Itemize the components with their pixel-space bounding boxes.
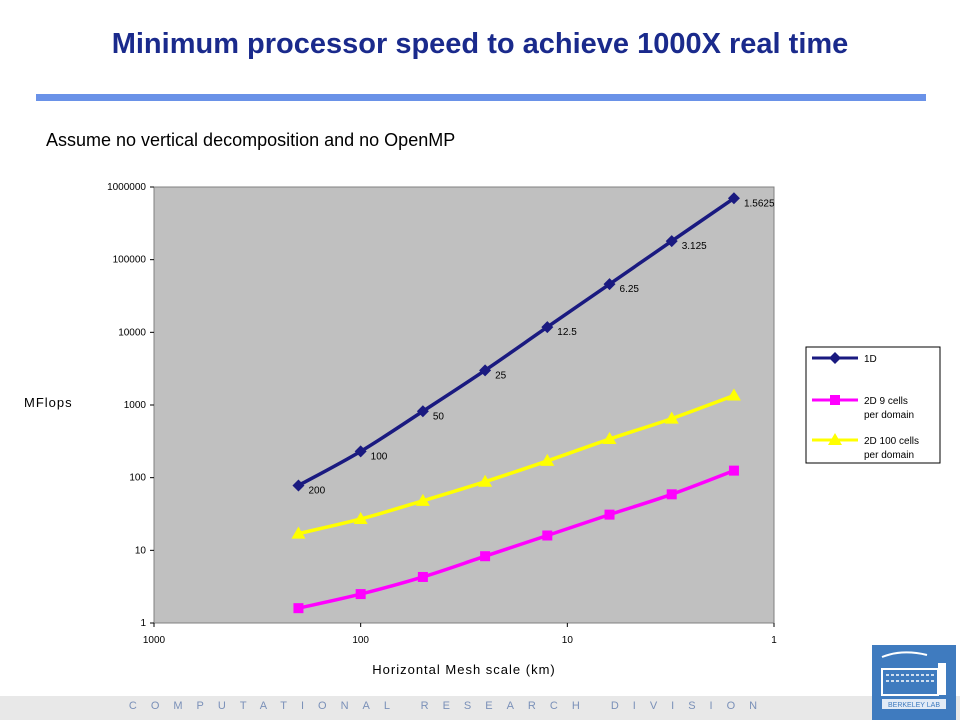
legend-box <box>805 346 941 464</box>
x-tick-label: 100 <box>352 635 369 646</box>
logo-mark: BERKELEY LAB <box>881 651 946 709</box>
data-point <box>293 603 304 614</box>
x-tick-label: 1 <box>771 635 777 646</box>
y-tick-label: 10000 <box>118 327 146 338</box>
series-3 <box>291 388 741 539</box>
footer-band <box>0 696 960 720</box>
data-point <box>478 474 493 487</box>
data-label: 1.5625 <box>744 198 775 209</box>
x-tick-label: 1000 <box>143 635 166 646</box>
series-line <box>297 196 735 488</box>
data-point <box>541 321 554 334</box>
data-point <box>415 493 430 506</box>
legend: 1D 2D 9 cells per domain 2D 100 cells per do… <box>805 346 941 464</box>
data-point <box>666 489 677 500</box>
x-axis-label: Horizontal Mesh scale (km) <box>372 662 556 677</box>
y-tick-label: 100000 <box>113 255 147 266</box>
data-label: 200 <box>308 486 325 497</box>
plot-area <box>153 186 775 624</box>
data-point <box>664 411 679 424</box>
series-2 <box>293 465 739 614</box>
data-point <box>542 530 553 541</box>
x-tick-label: 10 <box>562 635 574 646</box>
y-tick-label: 10 <box>135 545 147 556</box>
data-point <box>353 511 368 524</box>
y-tick-label: 100 <box>129 473 146 484</box>
data-point <box>726 388 741 401</box>
data-label: 6.25 <box>620 284 640 295</box>
legend-label: 2D 100 cells per domain <box>864 436 919 461</box>
data-label: 3.125 <box>682 241 707 252</box>
footer-text: COMPUTATIONAL RESEARCH DIVISION <box>128 700 772 712</box>
legend-label: 2D 9 cells per domain <box>864 396 914 421</box>
x-axis: 1000 100 10 1 <box>143 623 777 646</box>
legend-marker <box>828 433 842 445</box>
data-point <box>602 432 617 445</box>
y-axis-label: MFlops <box>24 395 73 410</box>
data-label: 12.5 <box>557 327 577 338</box>
data-point <box>291 526 306 539</box>
data-point <box>355 589 366 600</box>
data-point <box>292 479 305 492</box>
title-divider <box>36 94 926 101</box>
data-point <box>604 509 615 520</box>
legend-marker <box>830 395 840 405</box>
data-point <box>480 551 491 562</box>
data-point <box>354 445 367 458</box>
data-label: 25 <box>495 370 507 381</box>
data-point <box>603 278 616 291</box>
data-point <box>417 571 428 582</box>
data-point <box>665 235 678 248</box>
data-label: 50 <box>433 411 445 422</box>
data-point <box>416 405 429 418</box>
svg-text:BERKELEY LAB: BERKELEY LAB <box>888 702 940 709</box>
berkeley-lab-logo: BERKELEY LAB <box>872 645 956 720</box>
data-point <box>479 364 492 377</box>
data-point <box>728 465 739 476</box>
series-1: 200 100 50 25 12.5 6.25 3.125 1.5625 <box>292 192 775 497</box>
y-tick-label: 1000 <box>124 400 147 411</box>
y-tick-label: 1000000 <box>107 182 146 193</box>
slide-subtitle: Assume no vertical decomposition and no … <box>46 130 456 150</box>
legend-marker <box>829 352 841 364</box>
y-tick-label: 1 <box>140 618 146 629</box>
data-label: 100 <box>371 451 388 462</box>
series-layer: 200 100 50 25 12.5 6.25 3.125 1.5625 <box>291 192 775 614</box>
legend-label: 1D <box>864 354 877 365</box>
data-point <box>727 192 740 205</box>
data-point <box>540 453 555 466</box>
slide-title: Minimum processor speed to achieve 1000X… <box>111 28 849 60</box>
y-axis: 1000000 100000 10000 1000 100 10 1 <box>107 182 154 629</box>
